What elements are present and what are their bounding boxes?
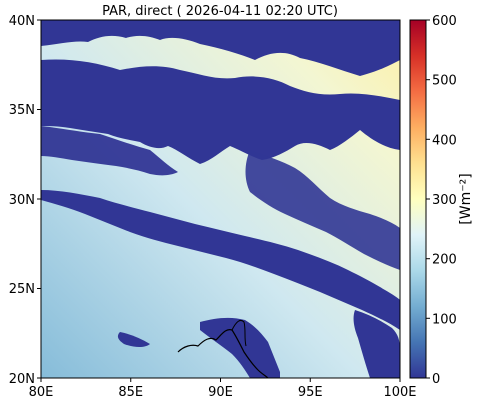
y-tick-label: 40N [9,14,35,29]
x-tick-label: 90E [208,385,233,400]
map-title: PAR, direct ( 2026-04-11 02:20 UTC) [102,4,338,19]
y-tick-label: 20N [9,372,35,387]
y-tick-label: 35N [9,103,35,118]
cloud-cover [41,20,400,378]
y-tick-label: 30N [9,193,35,208]
colorbar-label: [Wm⁻²] [458,173,474,224]
map-panel [41,20,400,378]
colorbar-tick-label: 400 [432,133,457,148]
colorbar-tick-label: 0 [432,372,440,387]
x-tick-label: 95E [298,385,323,400]
x-axis: 80E 85E 90E 95E 100E [29,378,417,400]
x-tick-label: 80E [29,385,54,400]
coastline-east [231,319,247,347]
colorbar: 600 500 400 300 200 100 0 [Wm⁻²] [409,14,474,387]
y-tick-label: 25N [9,282,35,297]
x-tick-label: 85E [118,385,143,400]
colorbar-gradient [409,19,427,379]
colorbar-tick-label: 200 [432,253,457,268]
x-tick-label: 100E [383,385,416,400]
colorbar-tick-label: 600 [432,14,457,29]
colorbar-tick-label: 500 [432,74,457,89]
colorbar-tick-label: 300 [432,193,457,208]
colorbar-tick-label: 100 [432,312,457,327]
y-axis: 40N 35N 30N 25N 20N [9,14,41,387]
